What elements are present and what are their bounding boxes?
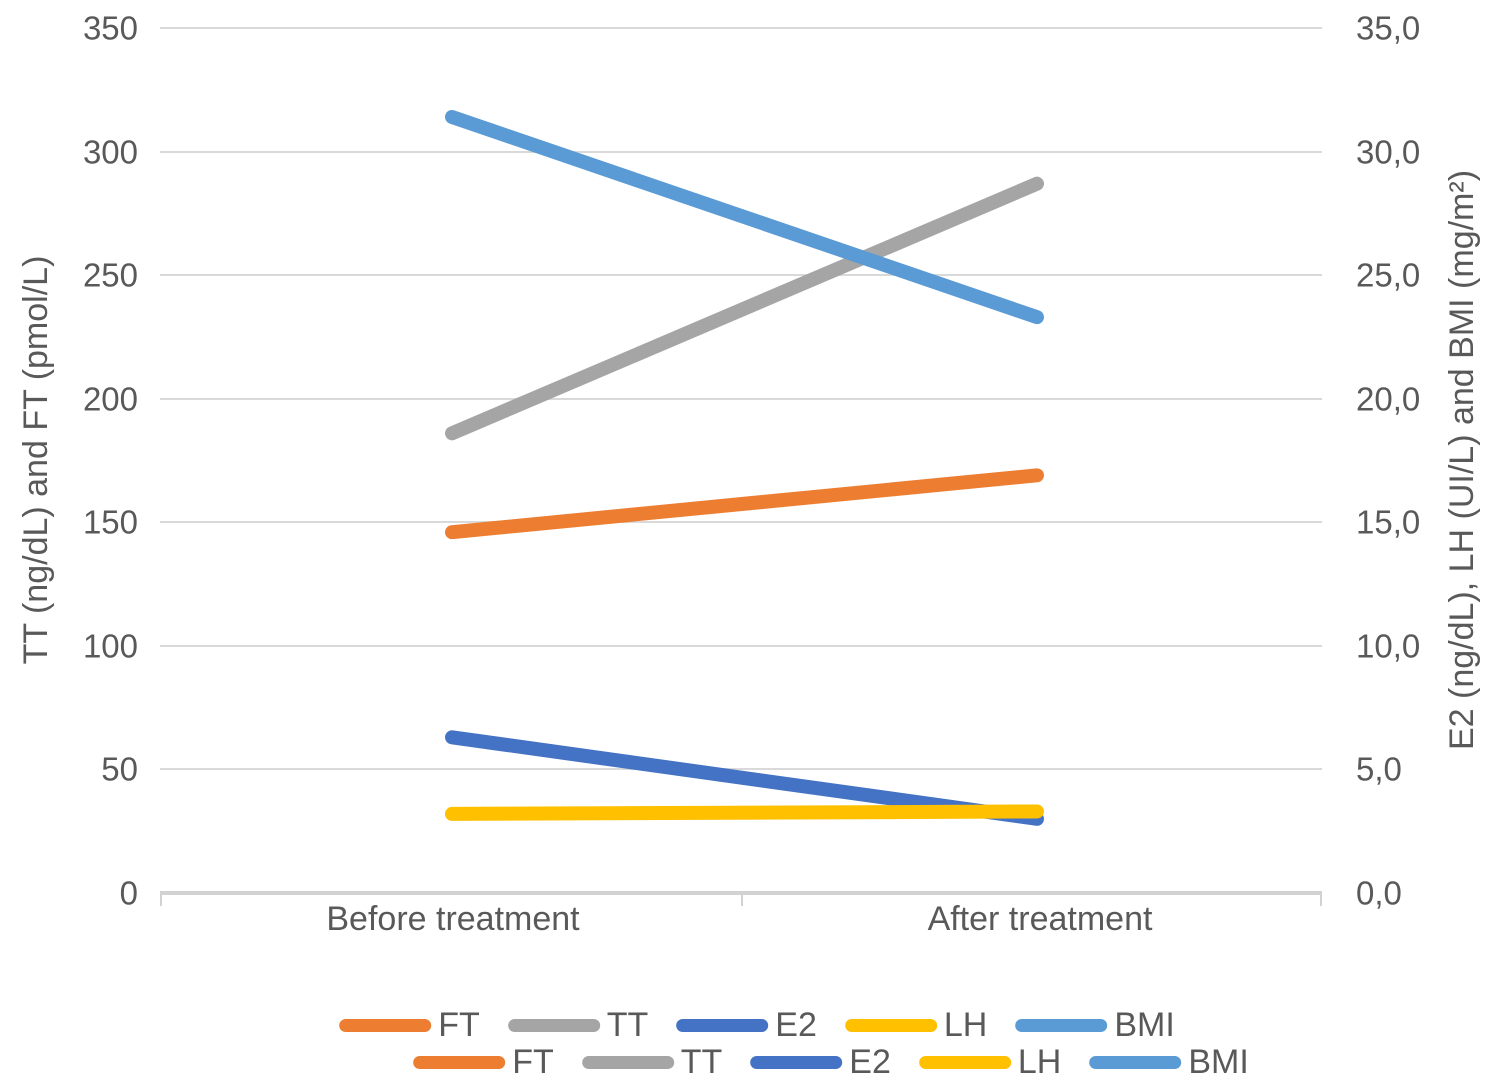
legend-marker-lh xyxy=(844,1018,937,1032)
legend-marker-ft xyxy=(413,1055,506,1069)
legend-marker-tt xyxy=(507,1018,600,1032)
gridline xyxy=(160,397,1322,400)
left-axis-tick-label: 200 xyxy=(82,380,138,418)
left-axis-tick-label: 250 xyxy=(82,256,138,294)
legend-label: TT xyxy=(680,1043,723,1081)
legend-label: TT xyxy=(606,1006,649,1044)
x-axis-tick xyxy=(741,893,743,906)
series-lines-layer xyxy=(445,109,1044,826)
gridline xyxy=(160,644,1322,647)
legend-label: LH xyxy=(1017,1043,1062,1081)
legend-marker-tt xyxy=(581,1055,674,1069)
x-axis-tick xyxy=(160,893,162,906)
gridline xyxy=(160,27,1322,29)
x-category-label-before: Before treatment xyxy=(326,900,580,938)
legend-item-tt: TT xyxy=(507,1006,649,1044)
right-axis-tick-label: 5,0 xyxy=(1356,750,1402,788)
legend-item-e2-row2: E2 xyxy=(750,1044,891,1080)
legend-label: BMI xyxy=(1114,1006,1175,1044)
series-line-ft xyxy=(445,468,1044,540)
legend-label: LH xyxy=(943,1006,988,1044)
legend-marker-bmi xyxy=(1089,1055,1182,1069)
legend-item-e2: E2 xyxy=(676,1007,817,1043)
legend-item-ft-row2: FT xyxy=(413,1044,554,1080)
legend-marker-e2 xyxy=(750,1055,843,1069)
right-axis-tick-label: 15,0 xyxy=(1356,503,1421,541)
legend-label: FT xyxy=(438,1006,480,1044)
legend-item-bmi-row2: BMI xyxy=(1089,1043,1249,1081)
right-axis-tick-label: 10,0 xyxy=(1356,627,1421,665)
x-axis-tick xyxy=(1320,893,1322,906)
x-category-label-after: After treatment xyxy=(927,900,1153,938)
legend-row-2-clipped: FT TT E2 LH BMI xyxy=(399,1044,1263,1080)
legend-marker-lh xyxy=(918,1055,1011,1069)
legend-label: FT xyxy=(512,1043,554,1081)
legend-item-lh-row2: LH xyxy=(918,1043,1062,1081)
gridline xyxy=(160,274,1322,277)
right-axis-tick-label: 25,0 xyxy=(1356,256,1421,294)
right-axis-tick-label: 0,0 xyxy=(1356,874,1402,912)
left-axis-tick-label: 150 xyxy=(82,503,138,541)
legend: FT TT E2 LH BMI xyxy=(325,1007,1189,1043)
left-axis-tick-label: 0 xyxy=(119,874,138,912)
left-axis-tick-label: 50 xyxy=(101,750,138,788)
legend-item-lh: LH xyxy=(844,1006,988,1044)
series-line-tt xyxy=(445,176,1044,441)
legend-label: E2 xyxy=(849,1043,891,1081)
legend-label: E2 xyxy=(775,1006,817,1044)
right-axis-tick-label: 35,0 xyxy=(1356,9,1421,47)
gridline xyxy=(160,150,1322,153)
legend-marker-bmi xyxy=(1015,1018,1108,1032)
right-axis-tick-label: 20,0 xyxy=(1356,380,1421,418)
line-chart: TT (ng/dL) and FT (pmol/L) E2 (ng/dL), L… xyxy=(17,9,1481,1080)
left-axis-tick-label: 300 xyxy=(82,133,138,171)
legend-marker-ft xyxy=(339,1018,432,1032)
gridline xyxy=(160,521,1322,524)
legend-marker-e2 xyxy=(676,1018,769,1032)
legend-item-bmi: BMI xyxy=(1015,1006,1175,1044)
right-axis-tick-label: 30,0 xyxy=(1356,133,1421,171)
left-axis-tick-label: 350 xyxy=(82,9,138,47)
legend-item-ft: FT xyxy=(339,1007,480,1043)
gridline xyxy=(160,768,1322,771)
series-line-lh xyxy=(445,804,1044,821)
legend-label: BMI xyxy=(1188,1043,1249,1081)
series-line-bmi xyxy=(445,109,1044,325)
legend-item-tt-row2: TT xyxy=(581,1043,723,1081)
left-axis-tick-label: 100 xyxy=(82,627,138,665)
